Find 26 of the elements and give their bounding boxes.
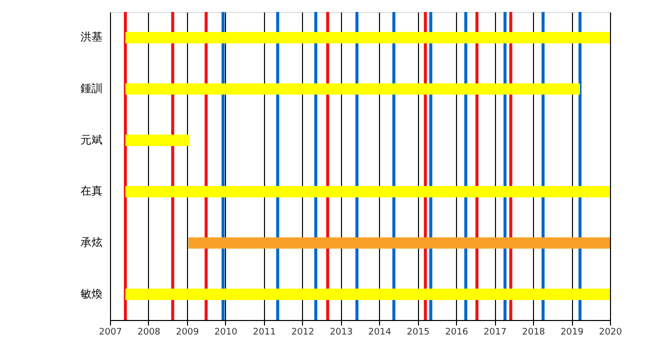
x-tick-label: 2017 [484, 328, 507, 338]
x-tick-label: 2011 [252, 328, 276, 338]
x-tick-label: 2020 [599, 328, 622, 338]
bar [125, 83, 580, 95]
x-tick-label: 2015 [406, 328, 430, 338]
x-tick-label: 2007 [99, 328, 122, 338]
y-tick-label: 在真 [80, 184, 102, 198]
x-tick-label: 2012 [291, 328, 314, 338]
bar [125, 32, 610, 44]
y-tick-label: 洪基 [80, 30, 102, 44]
x-tick-label: 2010 [214, 328, 238, 338]
x-tick-label: 2013 [330, 328, 353, 338]
bar [125, 288, 610, 300]
x-tick-label: 2019 [560, 328, 584, 338]
x-tick-label: 2009 [176, 328, 200, 338]
x-tick-label: 2014 [368, 328, 392, 338]
bar [125, 134, 190, 146]
bar [125, 186, 610, 198]
x-tick-label: 2008 [138, 328, 161, 338]
y-tick-label: 鍾訓 [80, 82, 102, 95]
y-tick-label: 敏煥 [80, 287, 102, 300]
x-tick-label: 2018 [522, 328, 546, 338]
bar [188, 237, 610, 249]
y-tick-label: 承炫 [80, 236, 102, 249]
y-tick-label: 元斌 [80, 133, 102, 146]
x-tick-label: 2016 [445, 328, 468, 338]
